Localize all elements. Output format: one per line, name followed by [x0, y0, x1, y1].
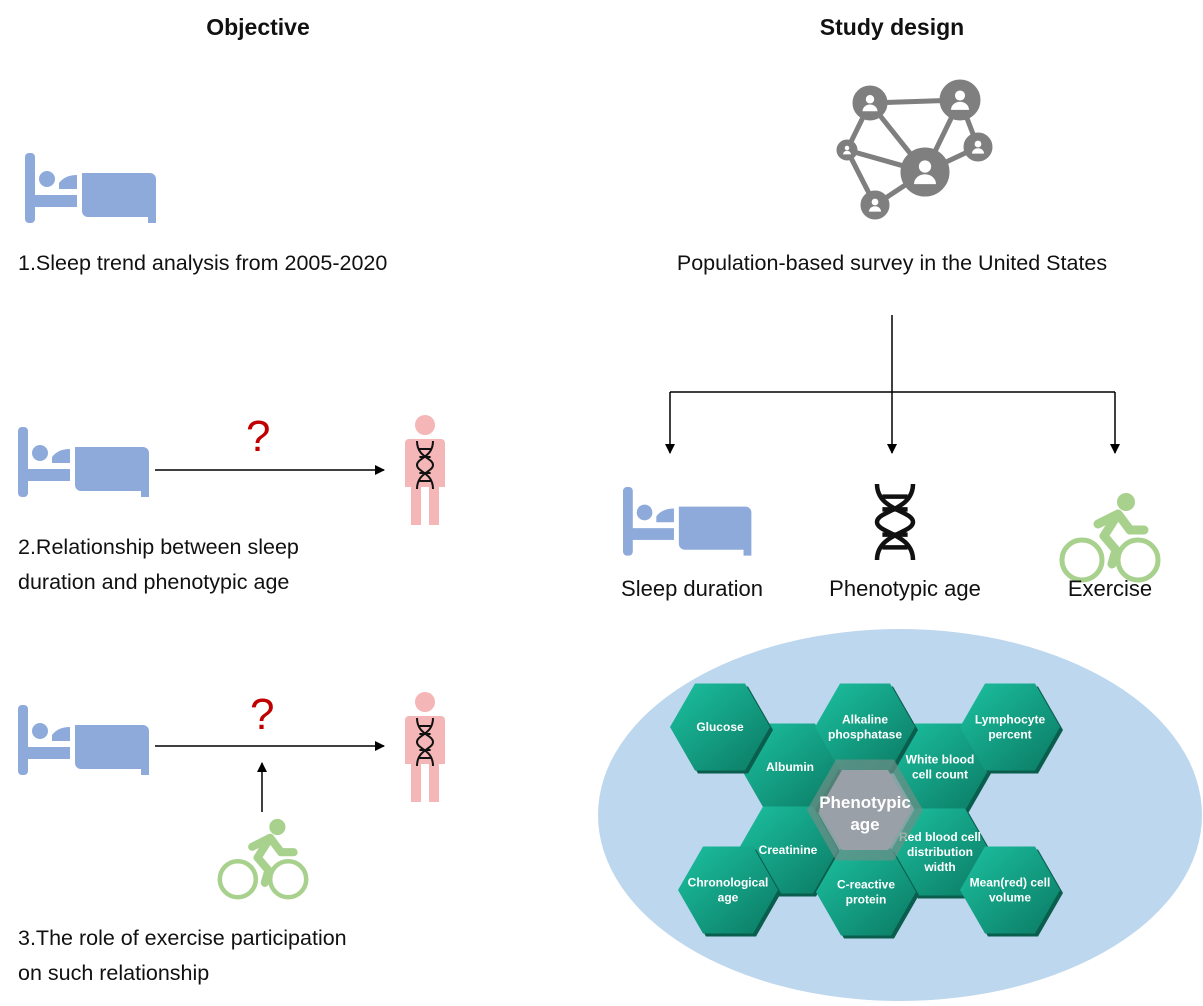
biomarker-label: Chronological [688, 876, 769, 890]
objective-1-text: 1.Sleep trend analysis from 2005-2020 [18, 251, 388, 275]
bed-icon [25, 153, 156, 223]
biomarker-label: Glucose [696, 720, 744, 734]
branch-phenotypic-age: Phenotypic age [829, 576, 981, 601]
biomarker-label: White blood [906, 753, 975, 767]
branch-exercise: Exercise [1067, 576, 1153, 601]
biomarker-label: Lymphocyte [975, 713, 1046, 727]
biomarker-label: volume [989, 891, 1031, 905]
biomarker-label: Alkaline [842, 713, 888, 727]
survey-text: Population-based survey in the United St… [676, 251, 1108, 275]
biomarker-label: Red blood cell [899, 830, 981, 844]
cyclist-icon [217, 818, 309, 900]
bed-icon [623, 487, 752, 556]
biomarker-label: phosphatase [828, 728, 902, 742]
cyclist-icon [1059, 493, 1161, 583]
icons [18, 79, 1161, 900]
biomarker-label: Albumin [766, 760, 814, 774]
center-hexagon [819, 769, 911, 851]
dna-icon [415, 717, 435, 767]
biomarker-hexagon: Albumin [740, 723, 843, 814]
population-network-icon [836, 79, 993, 220]
biomarker-label: width [923, 860, 955, 874]
dna-icon [874, 483, 916, 561]
question-mark-2: ? [246, 412, 271, 461]
person-dna-icon [405, 692, 445, 802]
bed-icon [18, 705, 149, 775]
center-label: Phenotypic [819, 793, 911, 812]
branch-sleep-duration: Sleep duration [621, 576, 763, 601]
biomarker-label: Mean(red) cell [970, 876, 1051, 890]
objective-3-text-line1: 3.The role of exercise participation [18, 926, 347, 950]
biomarker-label: distribution [907, 845, 973, 859]
study-design-title: Study design [819, 14, 965, 40]
objective-3-text-line2: on such relationship [18, 961, 210, 985]
biomarker-hexagon: Glucose [670, 683, 773, 774]
biomarker-label: cell count [912, 768, 968, 782]
person-dna-icon [405, 415, 445, 525]
biomarker-label: protein [846, 893, 887, 907]
objective-2-text-line1: 2.Relationship between sleep [18, 535, 299, 559]
bed-icon [18, 427, 149, 497]
objective-2-text-line2: duration and phenotypic age [18, 570, 290, 594]
biomarker-label: age [718, 891, 739, 905]
question-mark-3: ? [250, 690, 275, 739]
dna-icon [415, 440, 435, 490]
objective-title: Objective [206, 14, 310, 40]
biomarker-label: percent [988, 728, 1031, 742]
connector-lines [155, 315, 1120, 812]
biomarker-label: C-reactive [837, 878, 895, 892]
center-label: age [850, 815, 879, 834]
biomarker-label: Creatinine [759, 843, 818, 857]
